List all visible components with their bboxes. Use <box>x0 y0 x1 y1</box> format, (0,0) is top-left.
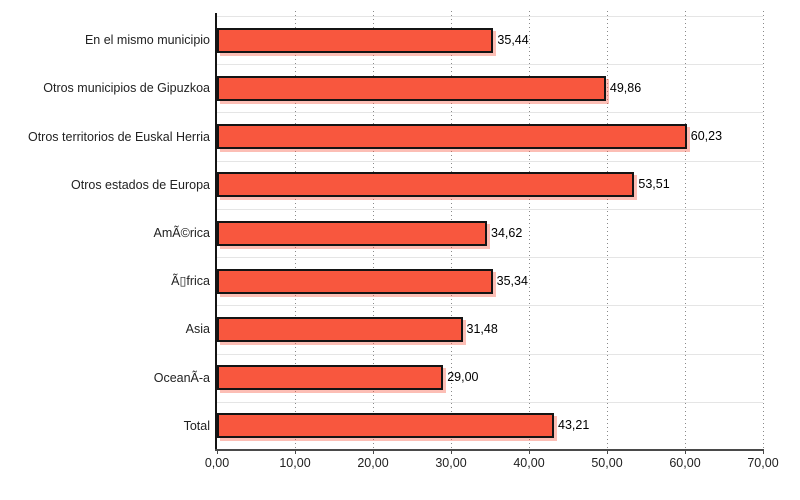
row-separator-line <box>217 16 763 17</box>
bar <box>217 268 493 294</box>
bar-value-label: 49,86 <box>609 80 642 95</box>
category-label: Ã▯frica <box>171 274 210 289</box>
row-separator-line <box>217 401 763 403</box>
x-tick-label: 60,00 <box>669 456 701 470</box>
x-tick-label: 40,00 <box>513 456 545 470</box>
bar-value-label: 34,62 <box>491 225 523 240</box>
bar-value-label: 35,34 <box>496 273 528 288</box>
axis-tick <box>763 451 764 454</box>
bar <box>217 316 463 342</box>
category-label: Asia <box>185 322 210 337</box>
axis-tick <box>451 451 452 454</box>
bar-value-label: 35,44 <box>497 32 529 47</box>
axis-tick <box>295 451 296 454</box>
row-separator-line <box>217 160 763 162</box>
bar <box>217 413 555 439</box>
category-label: Otros municipios de Gipuzkoa <box>43 81 210 96</box>
x-tick-label: 10,00 <box>279 456 311 470</box>
vertical-gridline <box>763 11 764 450</box>
x-tick-label: 20,00 <box>357 456 389 470</box>
x-tick-label: 30,00 <box>435 456 467 470</box>
axis-tick <box>373 451 374 454</box>
category-axis-line <box>215 13 217 450</box>
category-label: En el mismo municipio <box>84 33 210 48</box>
bar <box>217 365 444 391</box>
row-separator-line <box>217 64 763 66</box>
bar <box>217 172 635 198</box>
x-tick-label: 50,00 <box>591 456 623 470</box>
bar-value-label: 43,21 <box>558 418 590 433</box>
row-separator-line <box>217 257 763 259</box>
bar <box>217 124 687 150</box>
vertical-gridline <box>607 11 608 450</box>
bar <box>217 27 494 53</box>
bar <box>217 220 488 246</box>
bar-value-label: 29,00 <box>447 370 479 385</box>
bar <box>217 75 606 101</box>
axis-tick <box>217 451 218 454</box>
vertical-gridline <box>529 11 530 450</box>
row-separator-line <box>217 112 763 114</box>
category-label: Otros estados de Europa <box>71 177 210 192</box>
value-axis-line <box>215 449 764 451</box>
axis-tick <box>685 451 686 454</box>
category-label: OceanÃ-a <box>153 370 210 385</box>
row-separator-line <box>217 305 763 307</box>
category-label: AmÃ©rica <box>153 226 210 240</box>
category-label: Total <box>183 418 210 433</box>
bar-value-label: 53,51 <box>638 177 670 192</box>
vertical-gridline <box>685 11 686 450</box>
row-separator-line <box>217 208 763 210</box>
axis-tick <box>607 451 608 454</box>
row-separator-line <box>217 353 763 355</box>
bar-value-label: 60,23 <box>690 129 723 144</box>
category-label: Otros territorios de Euskal Herria <box>27 129 210 144</box>
bar-value-label: 31,48 <box>466 321 498 336</box>
axis-tick <box>529 451 530 454</box>
x-tick-label: 0,00 <box>204 456 230 470</box>
x-tick-label: 70,00 <box>747 456 779 470</box>
